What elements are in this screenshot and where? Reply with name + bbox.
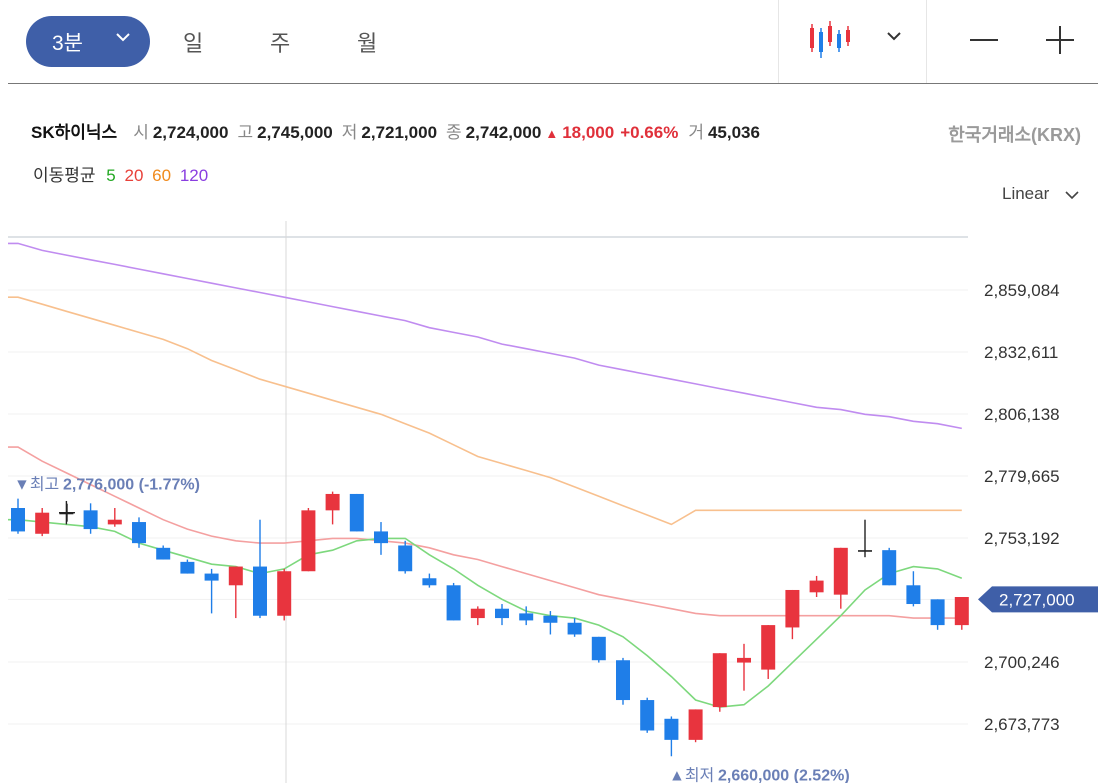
- candle-body[interactable]: [712, 653, 727, 708]
- stock-name: SK하이닉스: [31, 123, 118, 142]
- ma-legend-20: 20: [124, 166, 144, 185]
- low-value: 2,721,000: [361, 123, 438, 142]
- y-tick-label: 2,753,192: [984, 529, 1060, 548]
- ma-5-line: [8, 518, 963, 708]
- current-price-label: 2,727,000: [999, 590, 1075, 609]
- candle-body[interactable]: [446, 585, 461, 621]
- candle-body[interactable]: [833, 547, 848, 595]
- candle-body[interactable]: [83, 510, 98, 530]
- tab-month[interactable]: 월: [357, 31, 378, 56]
- y-tick-label: 2,832,611: [984, 343, 1058, 362]
- moving-average-legend[interactable]: 이동평균 5 20 60 120: [33, 161, 214, 186]
- candle-body[interactable]: [156, 547, 171, 560]
- candle-body[interactable]: [906, 585, 921, 605]
- candle-body[interactable]: [277, 571, 292, 616]
- y-tick-label: 2,700,246: [984, 653, 1060, 672]
- candlestick-icon[interactable]: [806, 18, 854, 62]
- candle-body[interactable]: [616, 660, 630, 701]
- candle-body[interactable]: [35, 512, 50, 534]
- candle-body[interactable]: [253, 566, 267, 616]
- candle-body[interactable]: [543, 615, 558, 623]
- y-tick-label: 2,859,084: [984, 281, 1060, 300]
- tab-week[interactable]: 주: [270, 31, 291, 56]
- ma-120-line: [8, 242, 962, 430]
- candle-body[interactable]: [349, 493, 364, 532]
- close-value: 2,742,000: [465, 123, 542, 142]
- candle-body[interactable]: [567, 622, 582, 635]
- chevron-down-icon: [116, 33, 130, 42]
- candle-body[interactable]: [785, 589, 800, 628]
- candle-body[interactable]: [204, 573, 219, 581]
- ma-legend-60: 60: [152, 166, 172, 185]
- plus-icon[interactable]: [1040, 20, 1080, 60]
- y-tick-label: 2,673,773: [984, 715, 1060, 734]
- scale-selector[interactable]: Linear: [1002, 184, 1079, 204]
- candle-body[interactable]: [882, 550, 897, 586]
- chart-toolbar: 3분 일 주 월: [0, 0, 1110, 84]
- period-label: 3분: [52, 31, 83, 55]
- candle-body[interactable]: [519, 613, 534, 621]
- high-value: 2,745,000: [257, 123, 333, 142]
- candle-body[interactable]: [664, 718, 679, 740]
- candle-body[interactable]: [325, 493, 340, 511]
- change-percent: +0.66%: [620, 123, 679, 142]
- y-tick-label: 2,806,138: [984, 405, 1060, 424]
- candle-body[interactable]: [398, 545, 413, 572]
- low-marker-label: ▲최저: [669, 766, 714, 783]
- candle-body[interactable]: [495, 608, 509, 619]
- change-value: 18,000: [562, 123, 615, 142]
- candle-body[interactable]: [809, 580, 824, 593]
- ma-legend-5: 5: [106, 166, 116, 185]
- candle-body[interactable]: [470, 608, 485, 619]
- candle-body[interactable]: [374, 531, 388, 544]
- ma-legend-label: 이동평균: [33, 166, 96, 185]
- candle-body[interactable]: [11, 508, 25, 532]
- y-tick-label: 2,779,665: [984, 467, 1060, 486]
- toolbar-divider: [926, 0, 927, 83]
- candle-body[interactable]: [858, 550, 872, 552]
- volume-label: 거: [688, 123, 704, 142]
- minus-icon[interactable]: [964, 20, 1004, 60]
- high-label: 고: [237, 123, 254, 142]
- ma-legend-120: 120: [179, 166, 209, 185]
- tab-day[interactable]: 일: [183, 31, 204, 56]
- toolbar-bottom-border: [8, 83, 1098, 84]
- candle-body[interactable]: [228, 566, 243, 586]
- ma-20-line: [8, 446, 962, 619]
- price-info-bar: SK하이닉스 시 2,724,000 고 2,745,000 저 2,721,0…: [31, 118, 769, 143]
- candle-body[interactable]: [422, 578, 437, 586]
- candle-body[interactable]: [301, 510, 316, 572]
- candlestick-chart[interactable]: 2,859,084 2,832,611 2,806,138 2,779,665 2,75…: [0, 215, 1110, 783]
- low-label: 저: [341, 123, 358, 142]
- open-value: 2,724,000: [152, 123, 229, 142]
- close-label: 종: [446, 123, 462, 142]
- high-marker-label: ▼최고: [14, 476, 59, 494]
- candle-body[interactable]: [930, 599, 945, 626]
- candle-body[interactable]: [688, 709, 703, 740]
- exchange-label: 한국거래소(KRX): [948, 125, 1081, 145]
- toolbar-divider: [778, 0, 779, 83]
- candle-body[interactable]: [180, 561, 195, 574]
- period-selector[interactable]: 3분: [26, 16, 150, 67]
- scale-label: Linear: [1002, 184, 1050, 203]
- change-up-icon: ▲: [545, 126, 559, 141]
- candle-body[interactable]: [761, 625, 776, 670]
- current-price-tag: [978, 586, 1098, 613]
- ma-60-line: [8, 296, 962, 526]
- low-marker-value: 2,660,000 (2.52%): [718, 767, 850, 783]
- candle-body[interactable]: [591, 636, 606, 661]
- candle-body[interactable]: [132, 522, 146, 544]
- candle-body[interactable]: [107, 519, 122, 525]
- volume-value: 45,036: [707, 123, 760, 142]
- candle-body[interactable]: [737, 657, 751, 663]
- high-marker-value: 2,776,000 (-1.77%): [63, 477, 200, 494]
- chevron-down-icon: [1065, 191, 1079, 200]
- open-label: 시: [133, 123, 149, 142]
- chevron-down-icon[interactable]: [880, 24, 908, 48]
- candle-body[interactable]: [954, 596, 969, 626]
- candle-body[interactable]: [640, 700, 655, 731]
